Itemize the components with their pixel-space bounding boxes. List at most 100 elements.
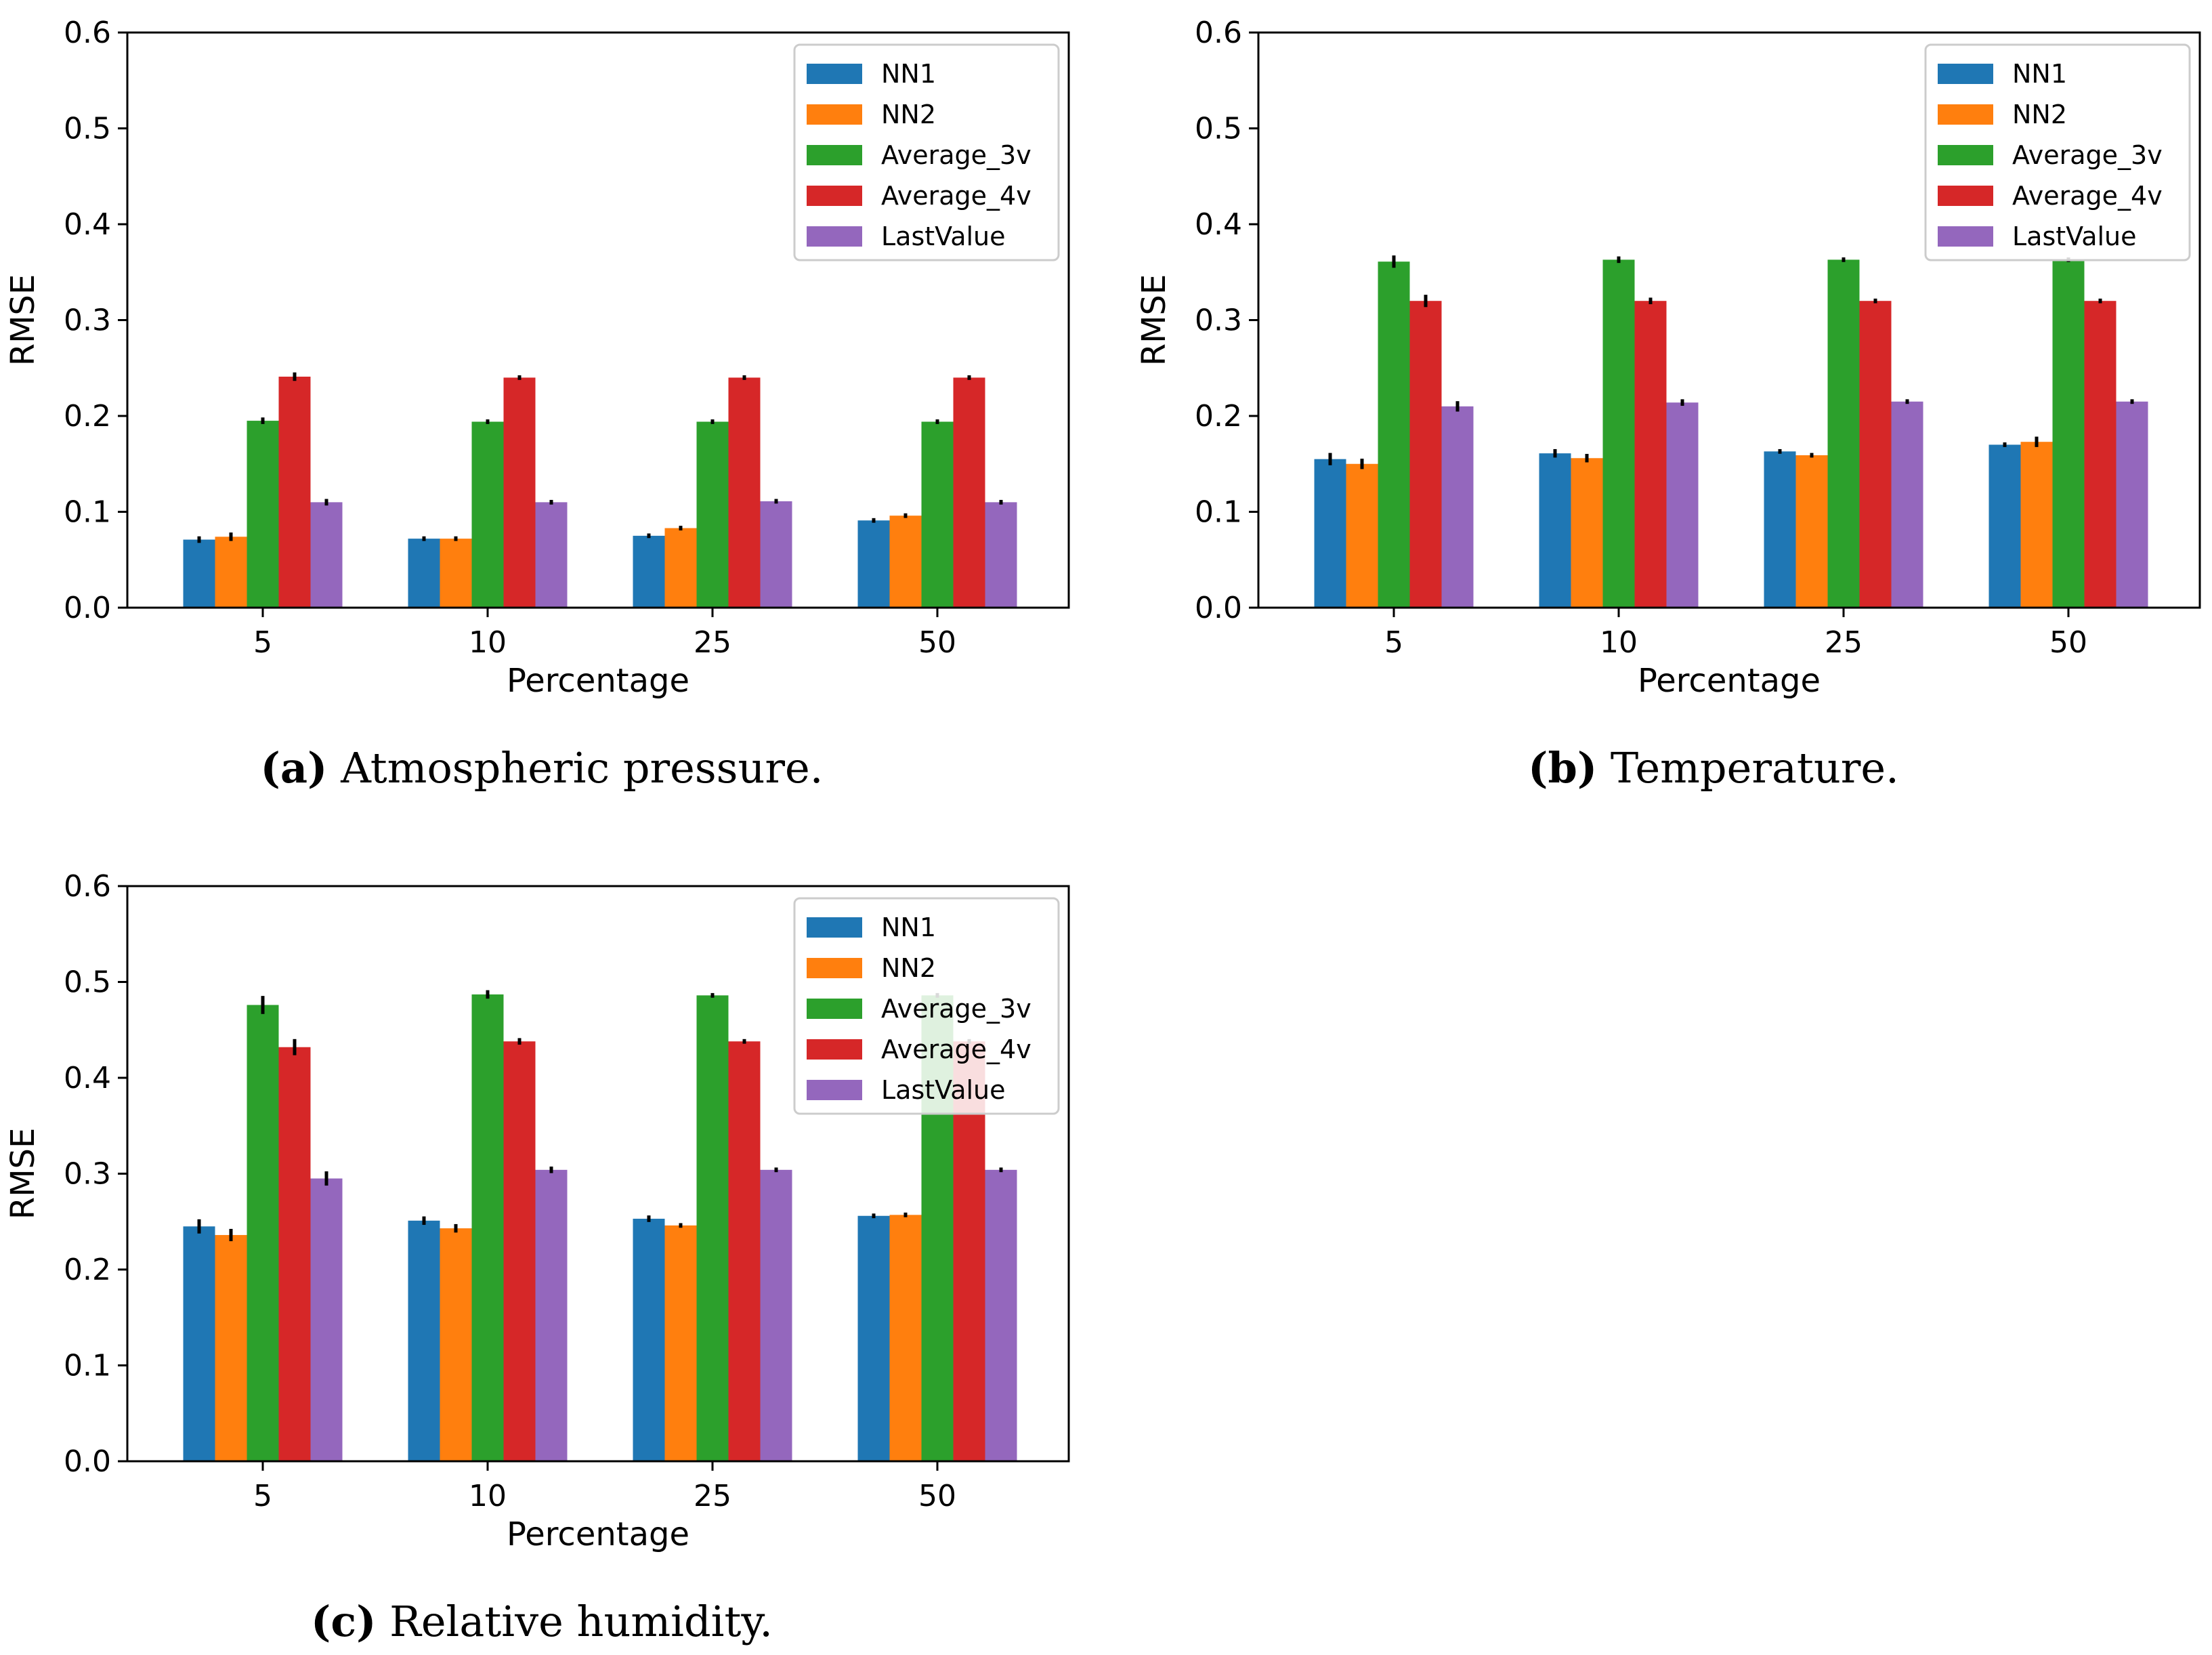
bar: [247, 421, 279, 608]
x-tick-label: 50: [2049, 625, 2087, 660]
x-tick-label: 10: [469, 1479, 507, 1513]
bar: [857, 1215, 890, 1461]
bar: [1346, 463, 1378, 608]
x-tick-label: 10: [1600, 625, 1638, 660]
chart-panel-c: 0.0 0.1 0.2 0.3 0.4 0.5 0.6 5 10 25 50 Percentage RM…: [4, 869, 1070, 1646]
bar: [889, 516, 922, 608]
legend-label: NN1: [881, 913, 936, 942]
caption-letter: (c): [311, 1597, 376, 1646]
y-tick-label: 0.2: [1195, 399, 1242, 434]
bar: [2116, 401, 2148, 608]
y-tick-label: 0.3: [64, 1157, 111, 1192]
legend-frame: [793, 897, 1060, 1115]
legend-swatch: [807, 64, 862, 84]
legend-label: Average_3v: [881, 994, 1031, 1024]
bar: [440, 539, 472, 608]
legend-label: LastValue: [2012, 222, 2137, 251]
chart-panel-b: 0.0 0.1 0.2 0.3 0.4 0.5 0.6 5 10 25 50 Percentage RM…: [1135, 16, 2201, 793]
x-tick-label: 25: [694, 1479, 731, 1513]
x-tick-label: 5: [1384, 625, 1403, 660]
bar: [440, 1228, 472, 1461]
legend-swatch: [1938, 186, 1993, 206]
y-tick-label: 0.6: [1195, 16, 1242, 50]
x-tick-label: 50: [918, 1479, 956, 1513]
bar: [985, 1169, 1017, 1461]
legend-label: NN2: [2012, 100, 2067, 129]
bar: [953, 377, 985, 608]
bar: [2084, 301, 2117, 608]
caption-text: Atmospheric pressure.: [327, 743, 823, 793]
bar: [728, 377, 761, 608]
bar: [1795, 455, 1828, 608]
bar: [1539, 453, 1571, 608]
y-tick-label: 0.6: [64, 869, 111, 904]
x-tick-label: 5: [253, 1479, 272, 1513]
x-tick-label: 5: [253, 625, 272, 660]
bar: [1827, 259, 1860, 608]
bar: [310, 1178, 343, 1461]
bar: [183, 539, 215, 608]
legend-swatch: [807, 145, 862, 165]
y-axis-label: RMSE: [1135, 274, 1173, 366]
legend-label: Average_3v: [2012, 140, 2163, 170]
bar: [1314, 459, 1346, 608]
y-tick-label: 0.5: [1195, 112, 1242, 146]
figure-caption: (a) Atmospheric pressure.: [261, 743, 824, 793]
legend-label: Average_4v: [2012, 181, 2163, 211]
bar: [183, 1226, 215, 1461]
caption-letter: (b): [1528, 743, 1597, 793]
legend-swatch: [807, 917, 862, 938]
bar: [760, 501, 792, 608]
bar: [408, 1220, 440, 1461]
bar: [247, 1005, 279, 1461]
bar: [215, 537, 247, 608]
y-tick-label: 0.4: [64, 207, 111, 242]
legend-swatch: [807, 958, 862, 978]
bar: [857, 520, 890, 608]
y-tick-label: 0.0: [1195, 591, 1242, 625]
y-tick-label: 0.0: [64, 1444, 111, 1479]
legend-swatch: [807, 1039, 862, 1060]
bar: [985, 502, 1017, 608]
legend-frame: [793, 43, 1060, 261]
bar: [921, 421, 954, 608]
bar: [696, 995, 729, 1461]
y-tick-label: 0.3: [1195, 303, 1242, 338]
legend-swatch: [807, 186, 862, 206]
legend-label: NN2: [881, 953, 936, 983]
y-axis-label: RMSE: [4, 1128, 42, 1220]
bar: [1988, 444, 2021, 608]
y-tick-label: 0.1: [1195, 495, 1242, 530]
legend-label: NN1: [2012, 59, 2067, 89]
x-tick-label: 25: [1825, 625, 1863, 660]
x-axis-label: Percentage: [507, 1515, 689, 1553]
bar: [1859, 301, 1892, 608]
caption-text: Relative humidity.: [376, 1597, 772, 1646]
legend-swatch: [1938, 64, 1993, 84]
y-tick-label: 0.5: [64, 965, 111, 1000]
legend-label: Average_4v: [881, 1034, 1031, 1064]
legend-label: Average_4v: [881, 181, 1031, 211]
legend-swatch: [807, 1080, 862, 1100]
legend-label: NN2: [881, 100, 936, 129]
bar: [633, 535, 665, 608]
legend-swatch: [807, 226, 862, 247]
y-tick-label: 0.4: [64, 1061, 111, 1095]
bar: [2020, 442, 2053, 608]
legend-swatch: [807, 999, 862, 1019]
y-tick-label: 0.5: [64, 112, 111, 146]
x-axis-label: Percentage: [507, 662, 689, 700]
bar: [535, 502, 568, 608]
bar: [664, 528, 697, 608]
bar: [1378, 261, 1410, 608]
bar: [889, 1215, 922, 1461]
bar: [1409, 301, 1442, 608]
bar: [728, 1041, 761, 1461]
bar: [1666, 402, 1699, 608]
y-tick-label: 0.2: [64, 1253, 111, 1287]
legend: NN1 NN2 Average_3v Average_4v LastValue: [793, 43, 1060, 261]
bar: [633, 1219, 665, 1461]
y-axis-label: RMSE: [4, 274, 42, 366]
y-tick-label: 0.6: [64, 16, 111, 50]
bar: [2052, 259, 2085, 608]
